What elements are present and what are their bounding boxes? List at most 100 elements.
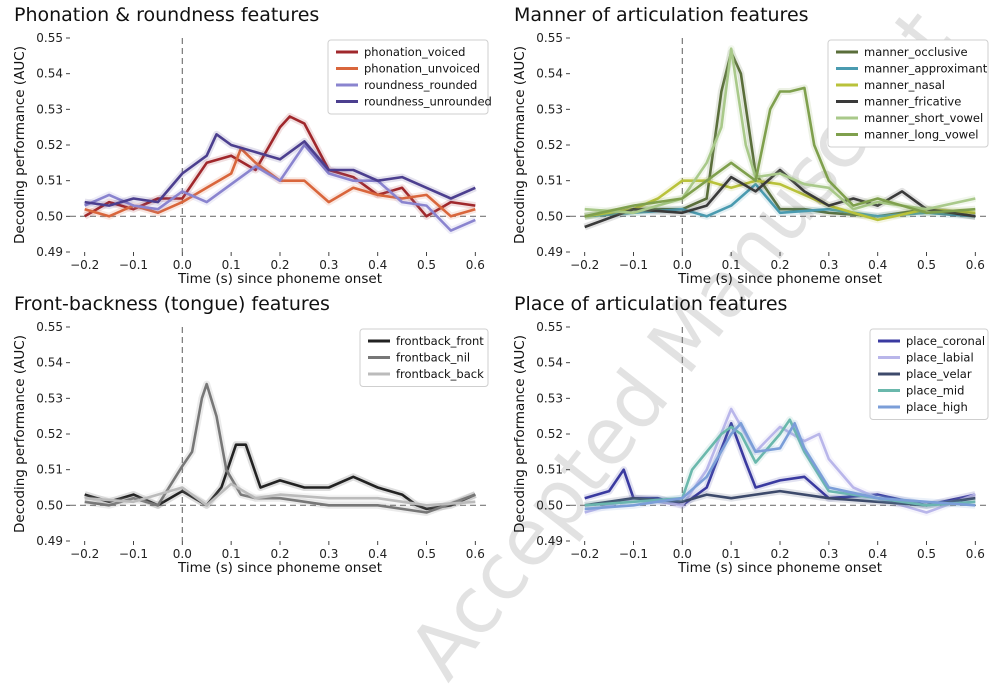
y-tick-label: 0.52 [36, 138, 63, 152]
legend-box [827, 39, 989, 148]
legend-entry: manner_long_vowel [864, 128, 978, 142]
y-tick-label: 0.50 [536, 209, 563, 223]
x-tick-label: 0.3 [319, 258, 338, 272]
y-axis-label: Decoding performance (AUC) [512, 46, 528, 244]
x-tick-label: −0.2 [70, 258, 99, 272]
chart-title: Place of articulation features [514, 293, 788, 315]
y-tick-label: 0.53 [36, 391, 63, 405]
y-tick-label: 0.51 [36, 463, 63, 477]
y-tick-label: 0.50 [36, 498, 63, 512]
y-axis-label: Decoding performance (AUC) [512, 335, 528, 533]
legend-entry: place_labial [906, 351, 974, 365]
x-tick-label: 0.5 [417, 258, 436, 272]
x-tick-label: 0.5 [917, 547, 936, 561]
x-tick-label: 0.6 [966, 547, 985, 561]
series-line [84, 143, 476, 232]
y-tick-label: 0.52 [36, 427, 63, 441]
legend-box [869, 328, 989, 420]
legend-entry: frontback_back [396, 367, 484, 381]
series-band [583, 166, 976, 231]
legend-entry: place_mid [906, 384, 964, 398]
y-tick-label: 0.49 [36, 534, 63, 548]
chart-panel-frontback: Front-backness (tongue) features 0.49 0.5… [0, 289, 500, 578]
y-tick-label: 0.53 [536, 391, 563, 405]
legend-entry: manner_nasal [864, 78, 945, 92]
x-tick-label: −0.1 [619, 258, 648, 272]
series-line [584, 422, 976, 511]
series-line [584, 86, 976, 218]
x-tick-label: 0.1 [722, 547, 741, 561]
y-tick-label: 0.54 [536, 67, 563, 81]
y-tick-label: 0.51 [536, 174, 563, 188]
x-tick-label: 0.2 [770, 258, 789, 272]
legend-box [327, 39, 489, 115]
x-tick-label: −0.2 [570, 547, 599, 561]
x-axis-label: Time (s) since phoneme onset [677, 271, 882, 287]
x-tick-label: 0.1 [722, 258, 741, 272]
y-tick-label: 0.50 [36, 209, 63, 223]
legend-entry: place_high [906, 400, 968, 414]
y-tick-label: 0.52 [536, 138, 563, 152]
x-tick-label: 0.5 [917, 258, 936, 272]
x-tick-label: 0.5 [417, 547, 436, 561]
x-tick-label: 0.0 [673, 547, 692, 561]
y-tick-label: 0.54 [536, 356, 563, 370]
series-line [84, 382, 476, 514]
series-line [584, 168, 976, 229]
y-tick-label: 0.49 [36, 245, 63, 259]
x-tick-label: −0.1 [619, 547, 648, 561]
legend-entry: manner_fricative [864, 95, 961, 109]
y-tick-label: 0.55 [536, 320, 563, 334]
x-tick-label: −0.1 [119, 547, 148, 561]
x-tick-label: −0.2 [70, 547, 99, 561]
x-tick-label: 0.2 [270, 258, 289, 272]
y-tick-label: 0.50 [536, 498, 563, 512]
chart-svg: 0.49 0.50 0.51 0.52 0.53 0.54 0.55 −0.2 −0.1 0.0 0… [512, 31, 990, 287]
chart-panel-place: Place of articulation features 0.49 0.50 0… [500, 289, 1000, 578]
x-tick-label: 0.0 [173, 547, 192, 561]
x-tick-label: 0.3 [819, 258, 838, 272]
y-axis-label: Decoding performance (AUC) [12, 335, 28, 533]
x-tick-label: 0.2 [270, 547, 289, 561]
chart-title: Phonation & roundness features [14, 4, 320, 26]
legend-entry: frontback_nil [396, 351, 470, 365]
y-tick-label: 0.51 [36, 174, 63, 188]
series-line [84, 482, 476, 507]
legend-entry: place_coronal [906, 334, 985, 348]
chart-svg: 0.49 0.50 0.51 0.52 0.53 0.54 0.55 −0.2 −0.1 0.0 0… [12, 320, 490, 576]
x-axis-label: Time (s) since phoneme onset [677, 560, 882, 576]
x-tick-label: 0.0 [173, 258, 192, 272]
y-axis-label: Decoding performance (AUC) [12, 46, 28, 244]
y-tick-label: 0.55 [536, 31, 563, 45]
series-line [84, 133, 476, 207]
x-tick-label: 0.6 [966, 258, 985, 272]
chart-panel-phonation: Phonation & roundness features 0.49 0.50 0… [0, 0, 500, 289]
x-tick-label: 0.6 [466, 547, 485, 561]
x-axis-label: Time (s) since phoneme onset [177, 560, 382, 576]
x-tick-label: 0.6 [466, 258, 485, 272]
x-tick-label: 0.1 [222, 547, 241, 561]
x-tick-label: 0.0 [673, 258, 692, 272]
y-tick-label: 0.53 [36, 102, 63, 116]
chart-svg: 0.49 0.50 0.51 0.52 0.53 0.54 0.55 −0.2 −0.1 0.0 0… [512, 320, 990, 576]
y-tick-label: 0.55 [36, 320, 63, 334]
legend-entry: phonation_voiced [364, 45, 465, 59]
legend-entry: phonation_unvoiced [364, 62, 480, 76]
chart-svg: 0.49 0.50 0.51 0.52 0.53 0.54 0.55 −0.2 −0.1 0.0 0… [12, 31, 492, 287]
legend-entry: manner_short_vowel [864, 111, 983, 125]
series-line [584, 422, 976, 507]
x-tick-label: −0.2 [570, 258, 599, 272]
chart-panel-manner: Manner of articulation features 0.49 0.50… [500, 0, 1000, 289]
x-axis-label: Time (s) since phoneme onset [177, 271, 382, 287]
y-tick-label: 0.55 [36, 31, 63, 45]
y-tick-label: 0.52 [536, 427, 563, 441]
x-tick-label: 0.3 [319, 547, 338, 561]
y-tick-label: 0.54 [36, 356, 63, 370]
chart-title: Front-backness (tongue) features [14, 293, 330, 315]
y-tick-label: 0.49 [536, 245, 563, 259]
legend-entry: place_velar [906, 367, 972, 381]
legend-entry: manner_approximant [864, 62, 988, 76]
x-tick-label: 0.4 [368, 547, 387, 561]
legend-entry: roundness_unrounded [364, 95, 492, 109]
y-tick-label: 0.54 [36, 67, 63, 81]
